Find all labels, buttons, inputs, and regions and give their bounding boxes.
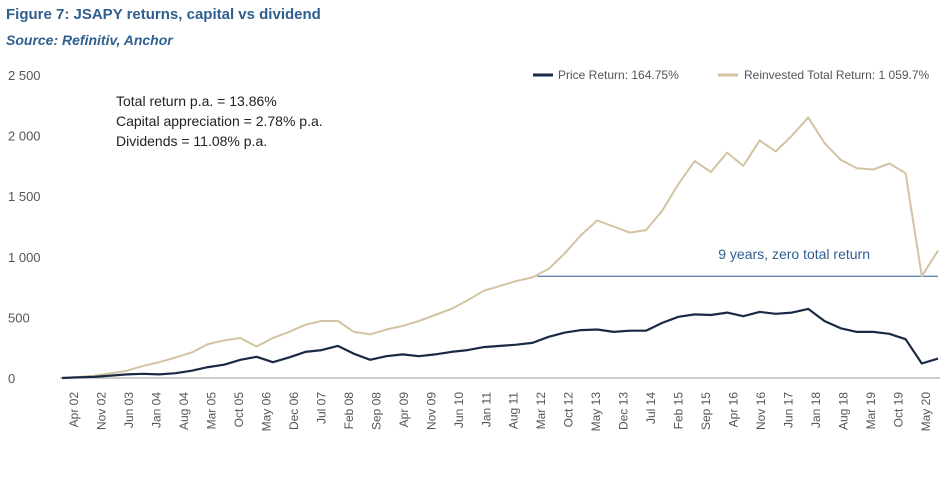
x-tick-label: May 06	[259, 392, 273, 432]
x-tick-label: Oct 12	[562, 392, 576, 428]
chart-notes: Total return p.a. = 13.86% Capital appre…	[116, 93, 323, 149]
x-tick-label: Nov 09	[424, 392, 438, 430]
x-tick-label: May 20	[919, 392, 933, 432]
y-tick-label: 2 000	[8, 129, 41, 144]
annotation-text: 9 years, zero total return	[718, 246, 870, 262]
x-tick-label: Apr 02	[67, 392, 81, 428]
legend-label-price: Price Return: 164.75%	[558, 68, 679, 82]
x-tick-label: Sep 08	[369, 392, 383, 430]
legend-label-total: Reinvested Total Return: 1 059.7%	[744, 68, 930, 82]
x-tick-label: Jun 17	[782, 392, 796, 428]
y-tick-label: 2 500	[8, 68, 41, 83]
x-tick-label: Jun 03	[122, 392, 136, 428]
x-tick-label: Jul 07	[314, 392, 328, 424]
x-tick-label: Feb 08	[342, 392, 356, 430]
x-tick-label: Aug 18	[837, 392, 851, 430]
x-tick-label: Jan 04	[149, 392, 163, 428]
x-tick-label: Oct 05	[232, 392, 246, 428]
y-tick-label: 1 500	[8, 189, 41, 204]
x-tick-label: Jan 18	[809, 392, 823, 428]
x-tick-label: May 13	[589, 392, 603, 432]
legend: Price Return: 164.75% Reinvested Total R…	[533, 68, 930, 82]
x-tick-label: Dec 13	[617, 392, 631, 430]
x-tick-label: Aug 04	[177, 392, 191, 430]
x-tick-label: Nov 16	[754, 392, 768, 430]
x-tick-label: Aug 11	[507, 392, 521, 429]
x-tick-label: Apr 09	[397, 392, 411, 428]
series-line-price-return	[61, 307, 939, 380]
x-tick-label: Apr 16	[727, 392, 741, 428]
chart-source: Source: Refinitiv, Anchor	[6, 32, 173, 48]
x-tick-label: Jan 11	[479, 392, 493, 427]
x-tick-label: Jul 14	[644, 392, 658, 424]
y-tick-label: 1 000	[8, 250, 41, 265]
note-capital: Capital appreciation = 2.78% p.a.	[116, 113, 323, 129]
x-tick-label: Mar 19	[864, 392, 878, 430]
x-tick-label: Feb 15	[672, 392, 686, 430]
x-tick-label: Mar 12	[534, 392, 548, 430]
series-line-total-return	[61, 116, 939, 379]
x-tick-label: Mar 05	[204, 392, 218, 430]
x-tick-label: Jun 10	[452, 392, 466, 428]
x-tick-label: Sep 15	[699, 392, 713, 430]
note-dividends: Dividends = 11.08% p.a.	[116, 133, 267, 149]
y-tick-label: 500	[8, 310, 30, 325]
x-tick-label: Nov 02	[94, 392, 108, 430]
chart-title: Figure 7: JSAPY returns, capital vs divi…	[6, 6, 321, 23]
x-tick-label: Dec 06	[287, 392, 301, 430]
note-total-return: Total return p.a. = 13.86%	[116, 93, 277, 109]
y-tick-label: 0	[8, 371, 15, 386]
x-tick-label: Oct 19	[892, 392, 906, 428]
